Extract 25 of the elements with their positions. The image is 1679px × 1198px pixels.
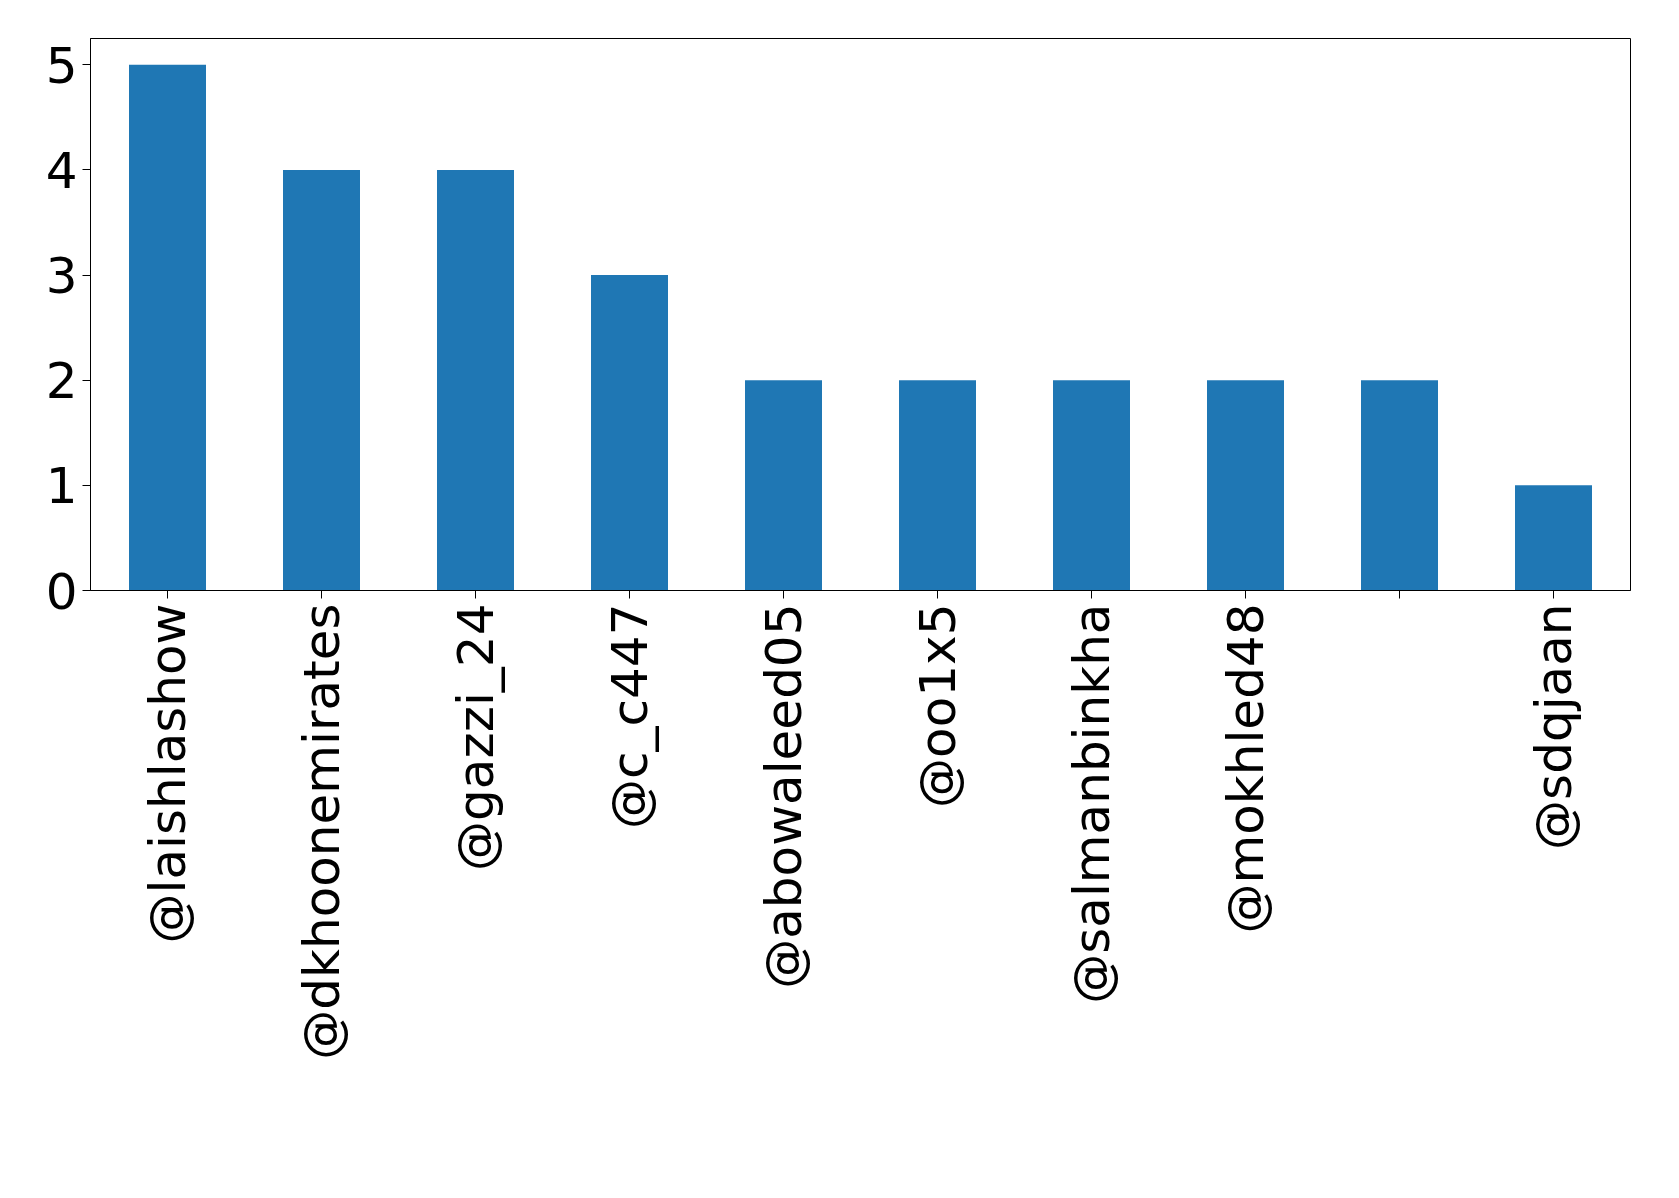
y-tick-label: 1 xyxy=(45,457,78,516)
y-tick-label: 3 xyxy=(45,247,78,306)
bar xyxy=(1361,380,1438,591)
bar xyxy=(437,169,514,591)
x-tick-label: @c_c447 xyxy=(600,603,659,829)
bar xyxy=(283,169,360,591)
bar xyxy=(129,64,206,591)
x-tick-label: @dkhoonemirates xyxy=(292,603,351,1060)
x-tick-label: @mokhled48 xyxy=(1216,603,1275,934)
bar xyxy=(1207,380,1284,591)
bar xyxy=(1515,485,1592,591)
x-tick-label: @oo1x5 xyxy=(908,603,967,808)
bar xyxy=(1053,380,1130,591)
x-tick-label: @salmanbinkha xyxy=(1062,603,1121,1004)
y-tick-label: 4 xyxy=(45,141,78,200)
bar xyxy=(591,275,668,591)
x-tick-label: @sdqjaan xyxy=(1524,603,1583,850)
x-tick-label: @gazzi_24 xyxy=(446,603,505,871)
x-tick-label: @laishlashow xyxy=(138,603,197,944)
bar xyxy=(745,380,822,591)
y-tick-label: 5 xyxy=(45,36,78,95)
y-tick-label: 0 xyxy=(45,562,78,621)
y-tick-label: 2 xyxy=(45,352,78,411)
bar xyxy=(899,380,976,591)
x-tick-label: @abowaleed05 xyxy=(754,603,813,989)
